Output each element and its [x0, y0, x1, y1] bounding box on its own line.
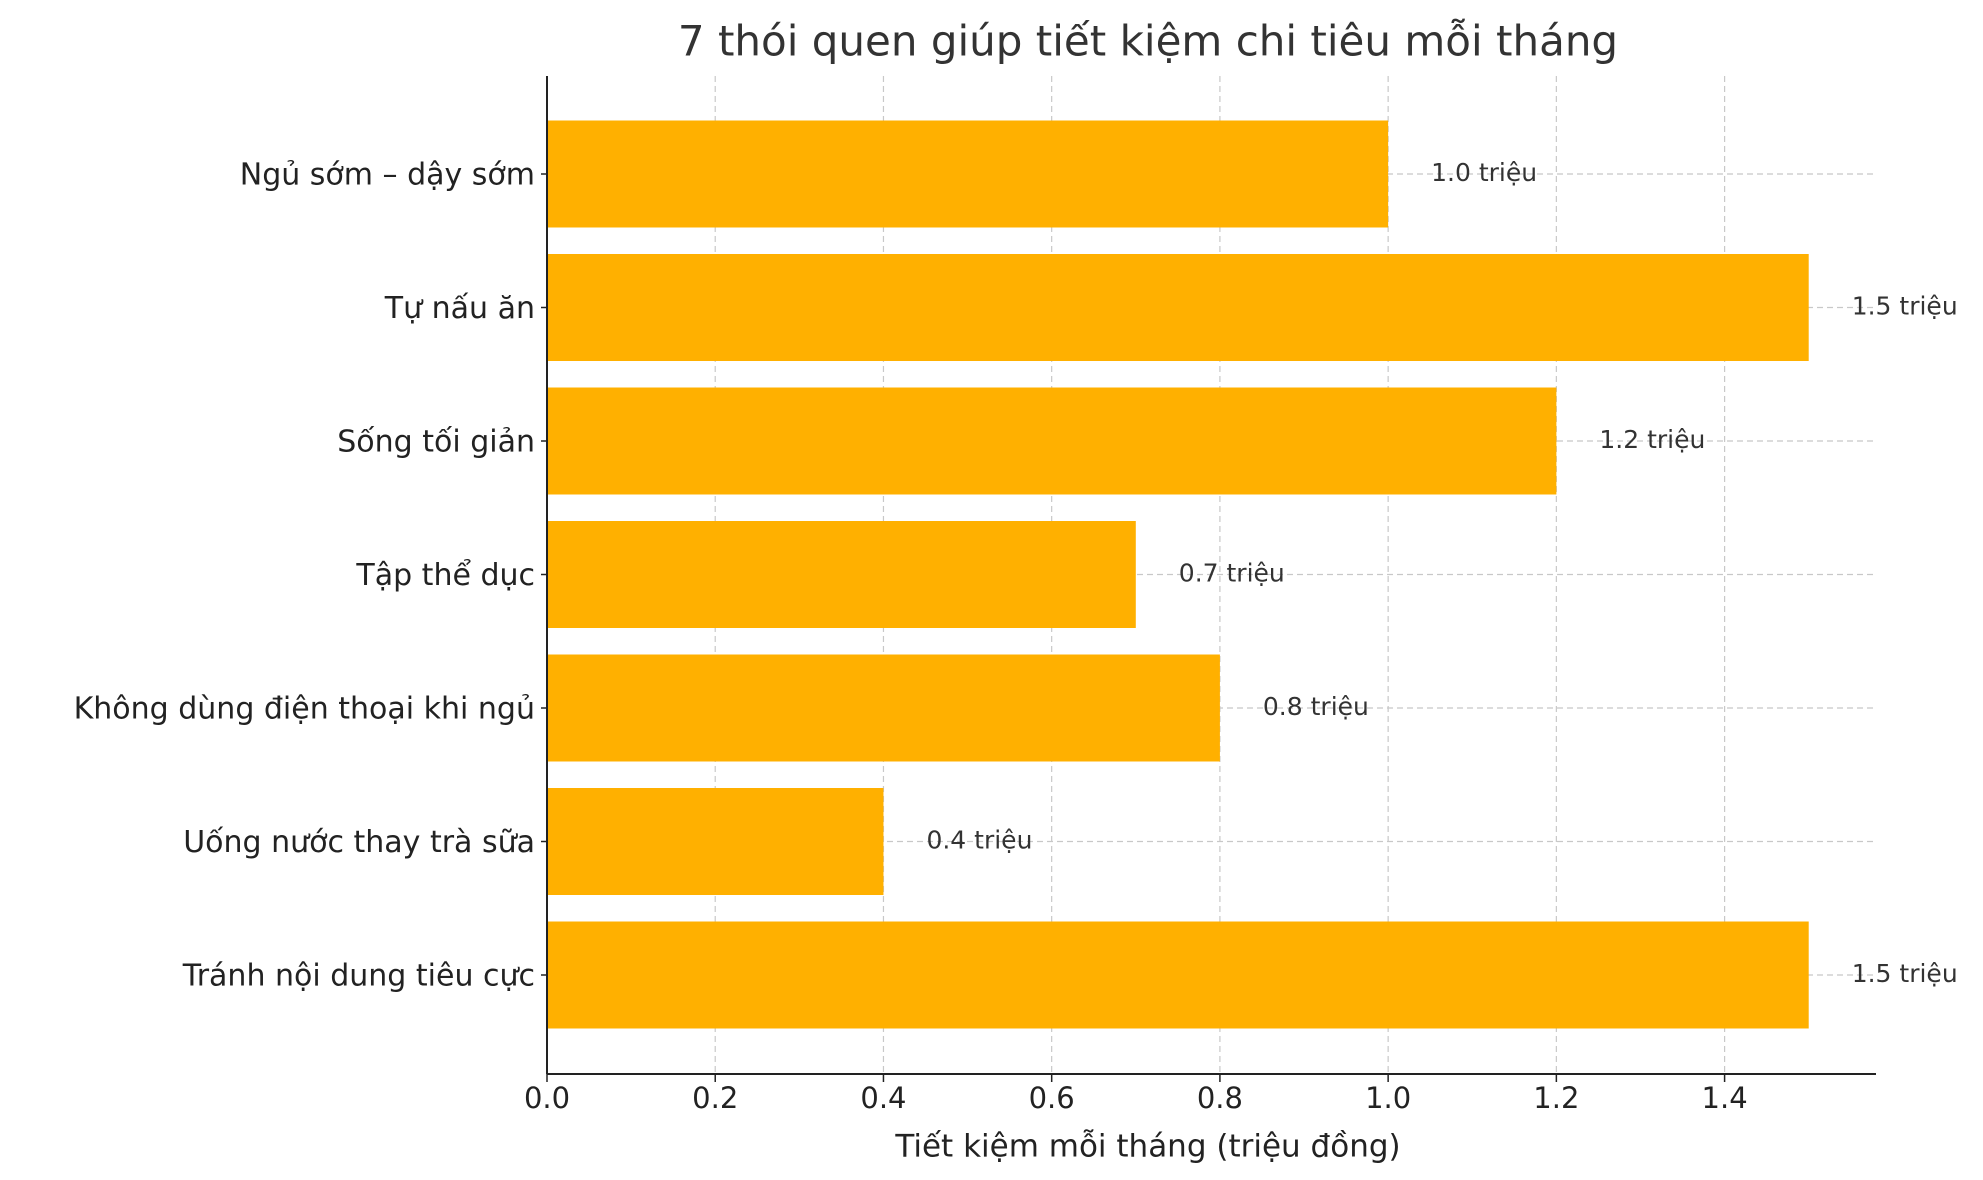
- x-axis-label: Tiết kiệm mỗi tháng (triệu đồng): [894, 1129, 1400, 1165]
- value-label: 1.5 triệu: [1852, 959, 1958, 988]
- bar: [547, 921, 1809, 1029]
- x-tick-label: 0.4: [860, 1081, 906, 1115]
- y-tick-label: Ngủ sớm – dậy sớm: [240, 158, 535, 193]
- value-label: 1.5 triệu: [1852, 292, 1958, 321]
- x-tick-label: 1.2: [1533, 1081, 1579, 1115]
- value-label: 0.4 triệu: [926, 826, 1032, 855]
- x-tick-label: 0.8: [1197, 1081, 1243, 1115]
- value-label: 0.7 triệu: [1179, 559, 1285, 588]
- x-tick-label: 1.4: [1702, 1081, 1748, 1115]
- bar: [547, 788, 884, 895]
- y-tick-label: Sống tối giản: [337, 425, 535, 460]
- bar: [547, 387, 1557, 495]
- bar: [547, 521, 1136, 628]
- y-tick-label: Không dùng điện thoại khi ngủ: [74, 692, 535, 727]
- y-tick-label: Tập thể dục: [355, 557, 535, 593]
- value-label: 1.2 triệu: [1599, 425, 1705, 454]
- bar: [547, 120, 1389, 228]
- value-label: 1.0 triệu: [1431, 158, 1537, 187]
- x-tick-label: 1.0: [1365, 1081, 1411, 1115]
- x-tick-label: 0.6: [1029, 1081, 1075, 1115]
- value-label: 0.8 triệu: [1263, 692, 1369, 721]
- bar: [547, 654, 1220, 762]
- chart-title: 7 thói quen giúp tiết kiệm chi tiêu mỗi …: [678, 17, 1618, 66]
- y-tick-label: Tự nấu ăn: [384, 291, 535, 326]
- y-tick-label: Tránh nội dung tiêu cực: [182, 959, 535, 994]
- x-tick-label: 0.0: [524, 1081, 570, 1115]
- bar: [547, 254, 1809, 361]
- y-tick-label: Uống nước thay trà sữa: [183, 825, 535, 860]
- x-tick-label: 0.2: [692, 1081, 738, 1115]
